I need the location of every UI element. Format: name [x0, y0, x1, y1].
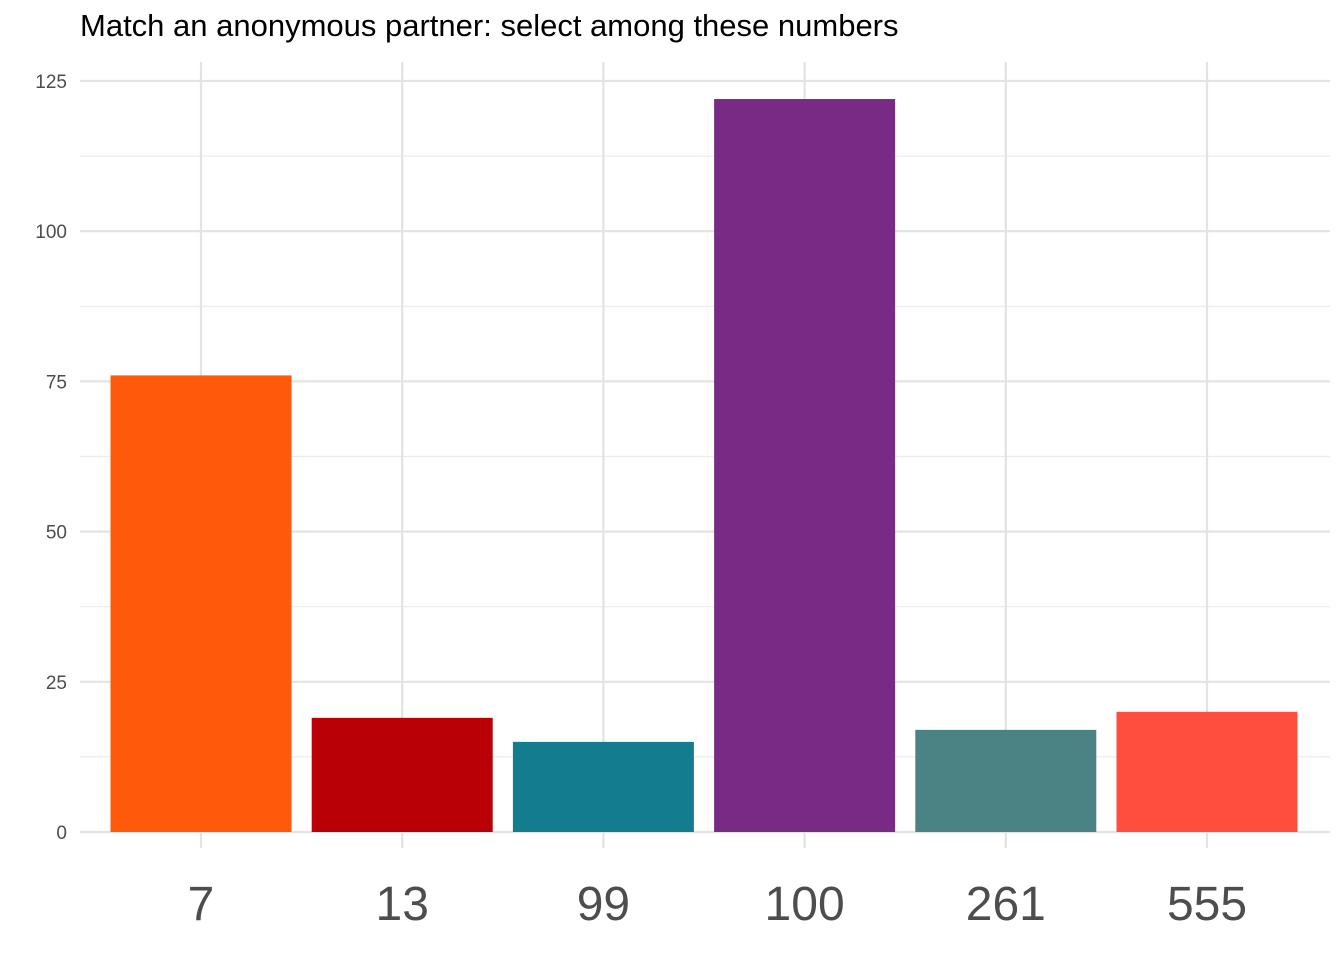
- x-tick-label: 7: [188, 878, 215, 931]
- bar-13: [311, 717, 493, 832]
- x-tick-label: 555: [1167, 878, 1247, 931]
- y-tick-label: 75: [46, 372, 67, 393]
- y-tick-label: 25: [46, 673, 67, 694]
- y-tick-label: 50: [46, 523, 67, 544]
- y-tick-label: 125: [35, 72, 67, 93]
- bar-7: [110, 375, 292, 832]
- bars: [110, 99, 1298, 833]
- x-tick-label: 100: [765, 878, 845, 931]
- x-tick-label: 261: [966, 878, 1046, 931]
- chart-title: Match an anonymous partner: select among…: [80, 8, 899, 43]
- bar-555: [1116, 711, 1298, 832]
- x-tick-label: 13: [376, 878, 429, 931]
- y-axis-ticks: 0 25 50 75 100 125: [35, 72, 67, 844]
- y-tick-label: 0: [56, 823, 67, 844]
- x-axis-ticks: 7 13 99 100 261 555: [188, 878, 1247, 931]
- y-tick-label: 100: [35, 222, 67, 243]
- x-tick-label: 99: [577, 878, 630, 931]
- bar-99: [512, 741, 694, 832]
- bar-261: [915, 729, 1097, 832]
- bar-100: [714, 99, 896, 833]
